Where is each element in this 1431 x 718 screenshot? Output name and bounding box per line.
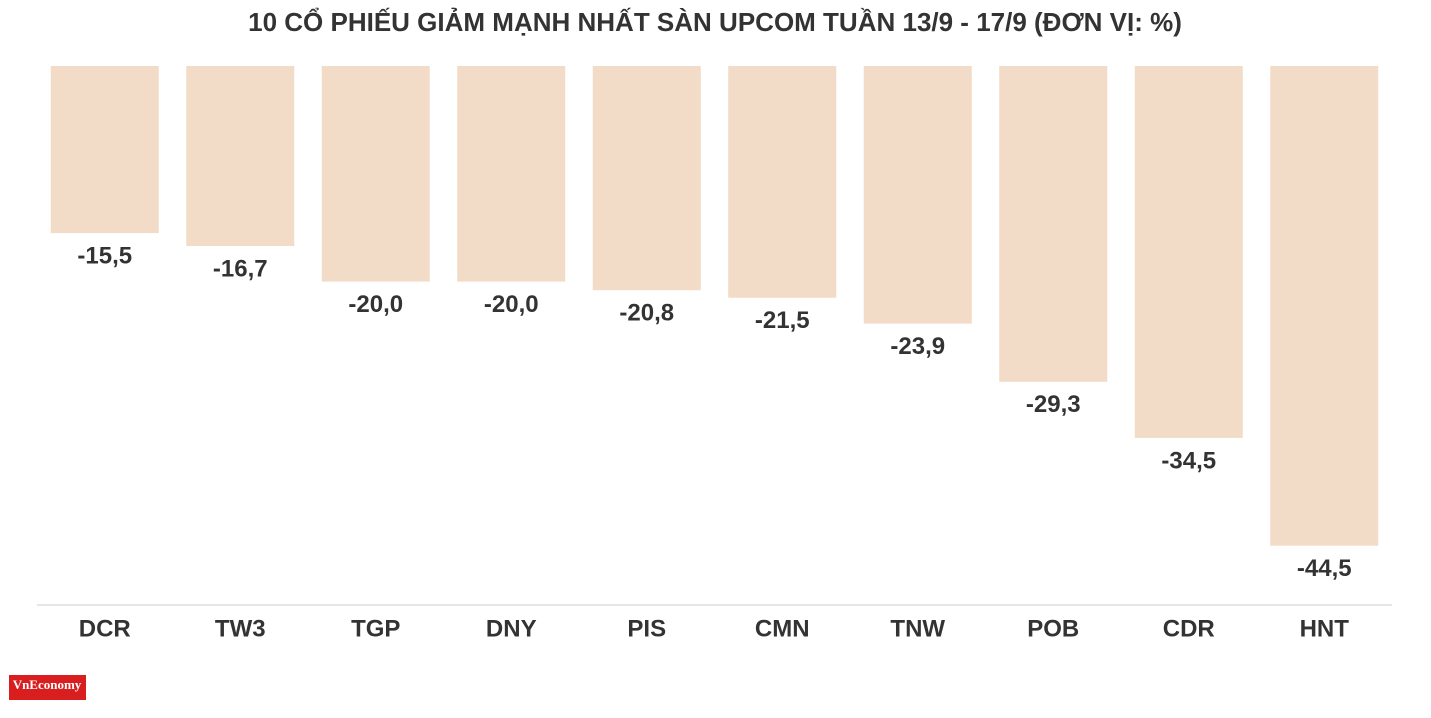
value-label: -34,5	[1161, 447, 1216, 474]
x-tick-label: CDR	[1163, 615, 1215, 642]
bar	[1270, 66, 1379, 546]
bar	[592, 66, 701, 291]
bar	[1134, 66, 1243, 438]
bar	[457, 66, 566, 282]
value-label: -44,5	[1297, 555, 1352, 582]
bar	[50, 66, 159, 234]
bar	[728, 66, 837, 298]
bar	[863, 66, 972, 324]
x-tick-label: TW3	[215, 615, 266, 642]
x-tick-label: POB	[1027, 615, 1079, 642]
value-label: -20,0	[348, 291, 403, 318]
value-label: -15,5	[77, 242, 132, 269]
x-tick-label: HNT	[1300, 615, 1350, 642]
x-tick-label: DNY	[486, 615, 537, 642]
value-label: -23,9	[890, 333, 945, 360]
value-label: -16,7	[213, 255, 268, 282]
value-label: -21,5	[755, 307, 810, 334]
x-tick-label: TGP	[351, 615, 400, 642]
x-tick-label: DCR	[79, 615, 131, 642]
value-label: -20,0	[484, 291, 539, 318]
chart-title: 10 CỔ PHIẾU GIẢM MẠNH NHẤT SÀN UPCOM TUẦ…	[248, 7, 1182, 37]
bar	[999, 66, 1108, 382]
logo: VnEconomy	[13, 677, 82, 692]
logo-box	[9, 675, 86, 700]
value-label: -20,8	[619, 300, 674, 327]
x-tick-label: TNW	[890, 615, 945, 642]
x-tick-label: CMN	[755, 615, 810, 642]
value-label: -29,3	[1026, 391, 1081, 418]
x-tick-label: PIS	[627, 615, 666, 642]
bar	[186, 66, 295, 247]
bar	[321, 66, 430, 282]
